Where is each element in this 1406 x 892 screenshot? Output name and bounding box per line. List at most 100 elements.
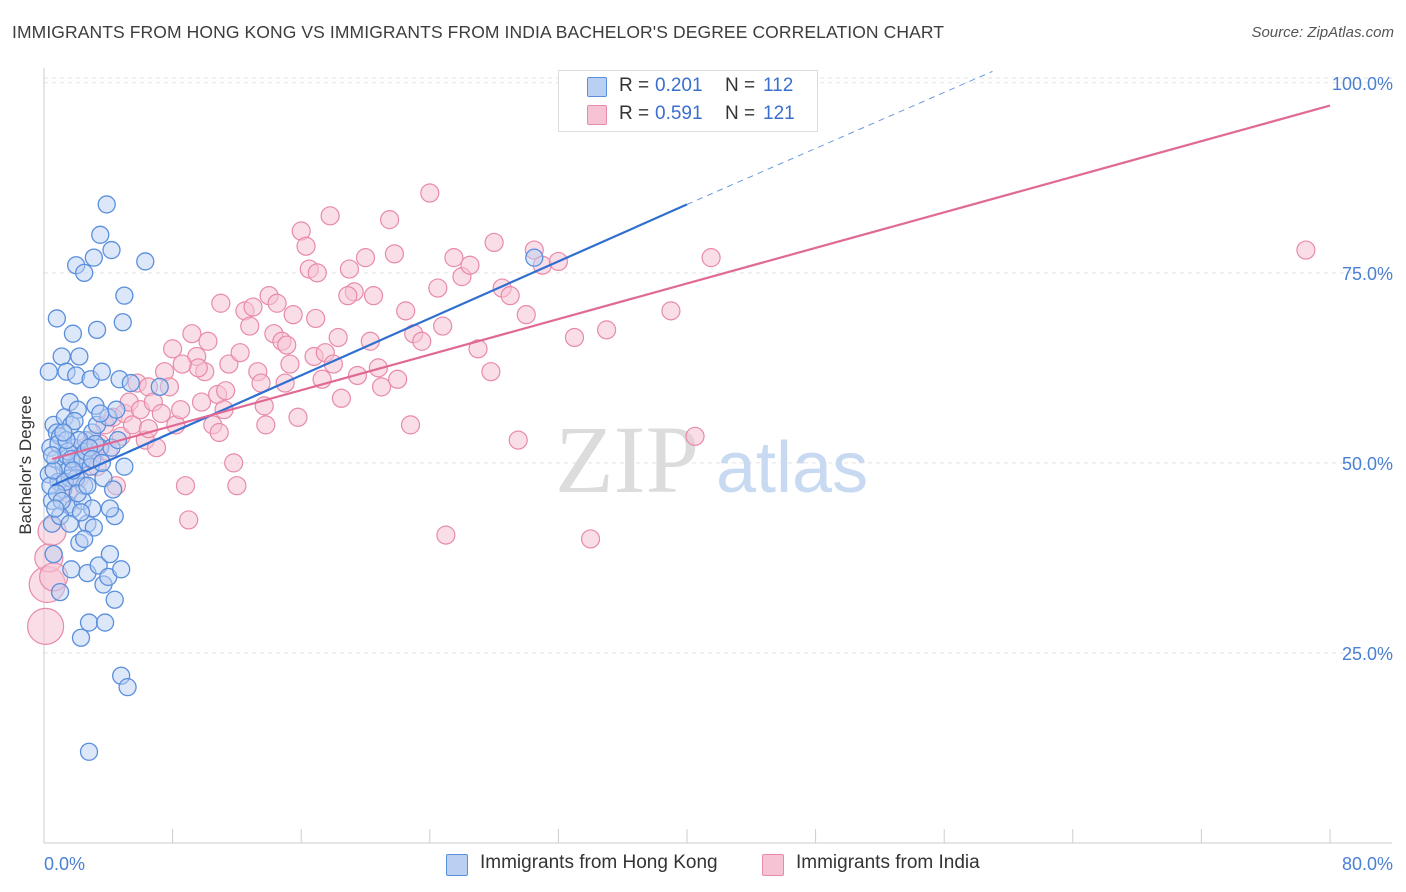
y-tick-label: 100.0% — [1332, 74, 1393, 94]
legend-n-value: 121 — [763, 103, 795, 124]
india-point — [320, 206, 340, 226]
india-point — [661, 301, 681, 321]
india-point — [433, 316, 453, 336]
india-point — [460, 255, 480, 275]
india-point — [209, 422, 229, 443]
hong-kong-point — [95, 613, 115, 632]
india-point — [436, 525, 456, 545]
india-point — [481, 362, 501, 382]
hong-kong-point — [84, 248, 103, 267]
india-point — [400, 415, 421, 435]
india-point — [388, 369, 408, 389]
india-point — [339, 259, 360, 279]
bottom-legend-label: Immigrants from India — [796, 852, 980, 873]
y-tick-label: 75.0% — [1342, 264, 1393, 284]
hong-kong-point — [65, 411, 84, 431]
india-point — [363, 286, 384, 306]
chart-title: IMMIGRANTS FROM HONG KONG VS IMMIGRANTS … — [12, 22, 945, 42]
hong-kong-point — [60, 514, 79, 533]
india-point — [331, 388, 351, 408]
india-point — [307, 263, 327, 283]
india-point — [1296, 240, 1316, 260]
india-point — [685, 426, 705, 446]
india-point — [277, 335, 297, 355]
source-credit: Source: ZipAtlas.com — [1251, 24, 1394, 41]
india-point — [191, 392, 212, 412]
hong-kong-point — [63, 324, 83, 343]
legend-swatch-blue — [587, 77, 607, 97]
hong-kong-point — [97, 195, 116, 214]
legend-row-hong-kong: R = 0.201 N = 112 — [559, 73, 817, 101]
hong-kong-point — [42, 446, 62, 465]
hong-kong-point — [91, 404, 110, 423]
x-tick-label-right: 80.0% — [1342, 854, 1393, 874]
hong-kong-point — [91, 225, 110, 244]
legend-n-label: N = — [725, 75, 756, 96]
hong-kong-point — [52, 347, 71, 366]
india-point — [211, 293, 231, 313]
india-point — [188, 358, 208, 378]
hong-kong-point — [75, 529, 94, 549]
hong-kong-point — [100, 499, 120, 518]
hong-kong-trend-line — [51, 203, 688, 487]
legend-swatch-pink — [587, 105, 607, 125]
watermark-zip: ZIP — [555, 406, 699, 513]
india-point — [355, 248, 376, 268]
india-point — [163, 339, 183, 359]
india-point — [227, 476, 247, 496]
india-point — [444, 248, 464, 268]
india-point — [484, 232, 504, 253]
india-point — [172, 354, 192, 374]
hong-kong-point — [44, 544, 63, 564]
hong-kong-point — [39, 362, 58, 381]
india-point — [328, 327, 348, 348]
india-point — [27, 607, 65, 645]
hong-kong-point — [112, 560, 131, 579]
hong-kong-point — [79, 742, 99, 761]
hong-kong-point — [46, 499, 65, 518]
legend-n-value: 112 — [763, 75, 794, 96]
x-tick-label-left: 0.0% — [44, 854, 85, 874]
tick-labels: 100.0% 75.0% 50.0% 25.0% 0.0% 80.0% — [44, 74, 1393, 874]
hong-kong-point — [525, 248, 544, 267]
india-point — [420, 183, 440, 203]
india-point — [243, 297, 263, 317]
india-point — [219, 354, 239, 374]
hong-kong-point — [54, 423, 73, 442]
hong-kong-point — [87, 320, 107, 340]
y-axis-label: Bachelor's Degree — [16, 395, 35, 535]
india-point — [283, 305, 303, 325]
hong-kong-point — [105, 590, 124, 609]
india-point — [175, 476, 196, 496]
watermark: ZIP atlas — [555, 406, 868, 513]
india-point — [182, 324, 202, 344]
y-tick-label: 25.0% — [1342, 644, 1393, 664]
hong-kong-point — [70, 347, 89, 366]
y-tick-label: 50.0% — [1342, 454, 1393, 474]
india-point — [224, 453, 244, 473]
hong-kong-trend-extension — [686, 70, 993, 205]
india-point — [468, 339, 488, 359]
india-point — [508, 430, 528, 450]
hong-kong-point — [118, 678, 137, 697]
india-point — [380, 210, 400, 230]
legend-r-label: R = — [619, 75, 650, 96]
watermark-atlas: atlas — [716, 428, 868, 508]
hong-kong-point — [71, 628, 91, 647]
hong-kong-point — [92, 362, 112, 381]
india-point — [564, 327, 585, 348]
india-trend-line — [51, 104, 1331, 461]
india-point — [171, 400, 191, 420]
hong-kong-point — [79, 613, 99, 632]
bottom-legend-swatch-blue — [446, 854, 468, 876]
india-point — [597, 320, 617, 340]
hong-kong-point — [150, 377, 169, 397]
hong-kong-point — [47, 309, 67, 328]
india-point — [151, 403, 171, 424]
hong-kong-point — [113, 313, 132, 332]
india-point — [216, 381, 236, 401]
legend-row-india: R = 0.591 N = 121 — [559, 101, 817, 129]
india-point — [338, 286, 358, 306]
hong-kong-point — [100, 544, 120, 564]
